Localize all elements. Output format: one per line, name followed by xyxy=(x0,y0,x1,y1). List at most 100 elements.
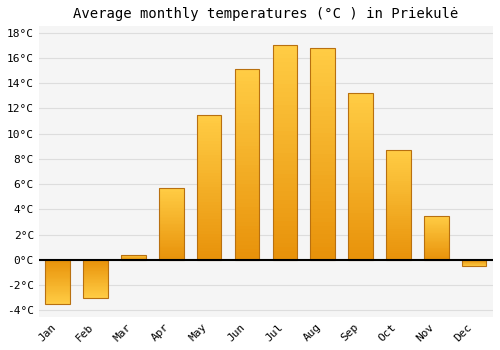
Bar xyxy=(310,103,335,107)
Bar xyxy=(348,250,373,253)
Bar xyxy=(310,137,335,141)
Bar xyxy=(159,223,184,224)
Bar xyxy=(234,214,260,218)
Bar xyxy=(272,183,297,187)
Bar xyxy=(272,127,297,131)
Bar xyxy=(159,236,184,237)
Bar xyxy=(348,187,373,190)
Bar xyxy=(46,295,70,296)
Bar xyxy=(348,93,373,260)
Bar xyxy=(197,248,222,251)
Bar xyxy=(310,154,335,158)
Bar xyxy=(84,274,108,275)
Bar xyxy=(46,282,70,283)
Bar xyxy=(348,106,373,110)
Bar xyxy=(386,203,410,205)
Bar xyxy=(46,298,70,299)
Bar xyxy=(272,191,297,196)
Bar xyxy=(424,236,448,237)
Bar xyxy=(46,291,70,292)
Bar xyxy=(272,54,297,58)
Bar xyxy=(386,152,410,154)
Bar xyxy=(46,271,70,272)
Bar xyxy=(159,198,184,200)
Bar xyxy=(159,246,184,247)
Bar xyxy=(424,242,448,243)
Bar xyxy=(84,270,108,271)
Bar xyxy=(348,136,373,140)
Bar xyxy=(272,97,297,101)
Bar xyxy=(159,243,184,244)
Bar xyxy=(234,119,260,122)
Bar xyxy=(310,107,335,111)
Bar xyxy=(159,208,184,210)
Bar xyxy=(84,273,108,274)
Bar xyxy=(424,256,448,257)
Bar xyxy=(424,219,448,220)
Bar xyxy=(197,199,222,202)
Bar xyxy=(310,120,335,124)
Bar xyxy=(310,128,335,133)
Bar xyxy=(84,263,108,264)
Bar xyxy=(348,230,373,233)
Bar xyxy=(234,248,260,252)
Bar xyxy=(424,235,448,236)
Bar xyxy=(46,279,70,280)
Bar xyxy=(197,211,222,214)
Bar xyxy=(46,284,70,285)
Bar xyxy=(424,250,448,251)
Bar xyxy=(159,224,184,225)
Bar xyxy=(46,272,70,273)
Bar xyxy=(197,193,222,196)
Bar xyxy=(197,222,222,225)
Bar xyxy=(386,214,410,216)
Bar xyxy=(348,130,373,133)
Bar xyxy=(159,207,184,208)
Bar xyxy=(46,262,70,264)
Bar xyxy=(310,192,335,196)
Bar xyxy=(234,146,260,149)
Bar xyxy=(386,201,410,203)
Bar xyxy=(310,226,335,230)
Bar xyxy=(386,150,410,152)
Bar xyxy=(234,157,260,161)
Bar xyxy=(272,234,297,238)
Bar xyxy=(197,216,222,219)
Title: Average monthly temperatures (°C ) in Priekulė: Average monthly temperatures (°C ) in Pr… xyxy=(74,7,458,21)
Bar xyxy=(159,234,184,236)
Bar xyxy=(272,256,297,260)
Bar xyxy=(272,221,297,226)
Bar xyxy=(386,192,410,194)
Bar xyxy=(348,156,373,160)
Bar xyxy=(159,189,184,191)
Bar xyxy=(386,163,410,166)
Bar xyxy=(197,118,222,120)
Bar xyxy=(348,203,373,206)
Bar xyxy=(386,249,410,251)
Bar xyxy=(197,132,222,135)
Bar xyxy=(84,278,108,279)
Bar xyxy=(310,52,335,56)
Bar xyxy=(386,236,410,238)
Bar xyxy=(348,257,373,260)
Bar xyxy=(386,154,410,157)
Bar xyxy=(386,170,410,172)
Bar xyxy=(84,295,108,296)
Bar xyxy=(348,140,373,143)
Bar xyxy=(424,252,448,253)
Bar xyxy=(159,250,184,251)
Bar xyxy=(197,164,222,167)
Bar xyxy=(348,237,373,240)
Bar xyxy=(386,247,410,249)
Bar xyxy=(46,276,70,277)
Bar xyxy=(386,181,410,183)
Bar xyxy=(386,172,410,174)
Bar xyxy=(46,267,70,268)
Bar xyxy=(197,115,222,260)
Bar xyxy=(386,159,410,161)
Bar xyxy=(159,188,184,260)
Bar xyxy=(197,219,222,222)
Bar xyxy=(159,228,184,230)
Bar xyxy=(272,213,297,217)
Bar xyxy=(310,196,335,201)
